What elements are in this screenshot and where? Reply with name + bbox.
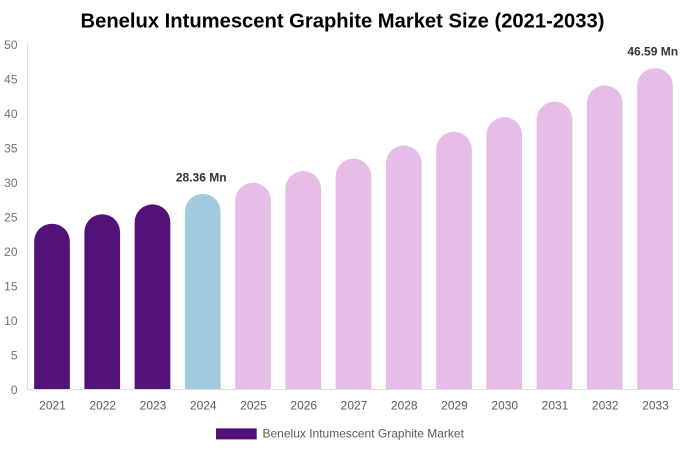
svg-text:30: 30 bbox=[4, 176, 18, 190]
svg-text:2028: 2028 bbox=[391, 399, 418, 413]
svg-text:2032: 2032 bbox=[592, 399, 619, 413]
svg-text:Benelux Intumescent Graphite M: Benelux Intumescent Graphite Market Size… bbox=[81, 11, 605, 33]
svg-text:2031: 2031 bbox=[542, 399, 569, 413]
svg-text:2022: 2022 bbox=[89, 399, 116, 413]
svg-text:40: 40 bbox=[4, 107, 18, 121]
svg-text:45: 45 bbox=[4, 72, 18, 86]
svg-text:Benelux Intumescent Graphite M: Benelux Intumescent Graphite Market bbox=[263, 426, 465, 440]
svg-text:0: 0 bbox=[11, 383, 18, 397]
svg-text:2026: 2026 bbox=[290, 399, 317, 413]
svg-text:2033: 2033 bbox=[642, 399, 669, 413]
svg-text:10: 10 bbox=[4, 314, 18, 328]
svg-text:2021: 2021 bbox=[39, 399, 66, 413]
svg-text:2025: 2025 bbox=[240, 399, 267, 413]
svg-text:2027: 2027 bbox=[341, 399, 368, 413]
svg-text:2023: 2023 bbox=[140, 399, 167, 413]
svg-text:28.36 Mn: 28.36 Mn bbox=[176, 171, 227, 185]
svg-text:2030: 2030 bbox=[491, 399, 518, 413]
svg-text:15: 15 bbox=[4, 279, 18, 293]
svg-text:25: 25 bbox=[4, 210, 18, 224]
svg-text:20: 20 bbox=[4, 245, 18, 259]
svg-text:35: 35 bbox=[4, 141, 18, 155]
svg-text:2024: 2024 bbox=[190, 399, 217, 413]
svg-text:50: 50 bbox=[4, 38, 18, 52]
svg-text:5: 5 bbox=[11, 348, 18, 362]
svg-text:46.59 Mn: 46.59 Mn bbox=[627, 45, 678, 59]
svg-text:2029: 2029 bbox=[441, 399, 468, 413]
